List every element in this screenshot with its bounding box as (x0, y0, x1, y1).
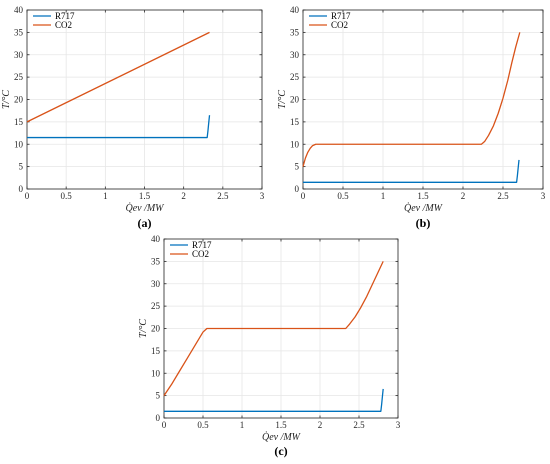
y-tick-label: 0 (295, 184, 300, 194)
x-tick-label: 2 (181, 191, 186, 201)
y-tick-label: 25 (290, 72, 300, 82)
x-tick-label: 1 (381, 191, 386, 201)
series-line-co2 (302, 32, 521, 167)
legend-label: CO2 (192, 249, 209, 259)
y-tick-label: 35 (14, 27, 24, 37)
x-tick-label: 3 (541, 191, 546, 201)
x-tick-label: 1 (103, 191, 108, 201)
x-tick-label: 0 (25, 191, 30, 201)
y-tick-label: 15 (14, 117, 24, 127)
y-tick-label: 10 (151, 368, 161, 378)
x-tick-label: 1 (240, 420, 245, 430)
panel-label: (c) (274, 444, 287, 458)
y-tick-label: 15 (151, 346, 161, 356)
y-tick-label: 20 (290, 95, 300, 105)
series-line-r717 (27, 115, 211, 139)
axes-box (302, 9, 544, 190)
y-tick-label: 25 (14, 72, 24, 82)
x-tick-label: 3 (396, 420, 401, 430)
x-tick-label: 1.5 (275, 420, 287, 430)
y-tick-label: 30 (14, 50, 24, 60)
x-axis-label: Q̇ev /MW (262, 431, 302, 443)
y-tick-label: 40 (151, 234, 161, 244)
y-tick-label: 25 (151, 301, 161, 311)
y-axis-label: T/°C (138, 319, 149, 338)
legend-label: R717 (192, 240, 212, 250)
y-tick-label: 5 (156, 391, 161, 401)
x-tick-label: 1.5 (139, 191, 151, 201)
legend-label: R717 (331, 11, 351, 21)
legend-label: R717 (55, 11, 75, 21)
series-line-co2 (163, 261, 384, 396)
x-tick-label: 0 (162, 420, 167, 430)
x-tick-label: 3 (260, 191, 265, 201)
x-tick-label: 2 (461, 191, 466, 201)
y-tick-label: 5 (295, 162, 300, 172)
x-axis-label: Q̇ev /MW (404, 202, 444, 214)
y-tick-label: 20 (14, 95, 24, 105)
legend-label: CO2 (331, 20, 348, 30)
series-line-r717 (303, 159, 520, 183)
x-tick-label: 0.5 (61, 191, 73, 201)
y-tick-label: 30 (151, 279, 161, 289)
y-tick-label: 40 (14, 5, 24, 15)
y-axis-label: T/°C (1, 90, 12, 109)
y-tick-label: 20 (151, 324, 161, 334)
x-tick-label: 0 (301, 191, 306, 201)
y-tick-label: 35 (151, 256, 161, 266)
y-tick-label: 10 (290, 139, 300, 149)
legend-label: CO2 (55, 20, 72, 30)
x-tick-label: 0.5 (337, 191, 349, 201)
series-line-co2 (26, 31, 210, 123)
x-tick-label: 0.5 (197, 420, 209, 430)
x-tick-label: 2.5 (353, 420, 365, 430)
x-tick-label: 2 (318, 420, 323, 430)
series-line-r717 (164, 388, 384, 412)
y-tick-label: 40 (290, 5, 300, 15)
chart-panel-1: 0 0.5 1 1.5 2 2.5 30510152025303540R717CO2Q̇ev… (1, 5, 265, 230)
axes-box (163, 238, 399, 419)
y-axis-label: T/°C (277, 90, 288, 109)
panel-label: (b) (416, 216, 431, 230)
x-axis-label: Q̇ev /MW (125, 202, 165, 214)
y-tick-label: 30 (290, 50, 300, 60)
chart-panel-2: 0 0.5 1 1.5 2 2.5 30510152025303540R717CO2Q̇ev… (277, 5, 546, 230)
y-tick-label: 0 (19, 184, 24, 194)
x-tick-label: 2.5 (217, 191, 229, 201)
x-tick-label: 2.5 (497, 191, 509, 201)
chart-panel-3: 0 0.5 1 1.5 2 2.5 30510152025303540R717CO2Q̇ev… (138, 234, 401, 458)
y-tick-label: 10 (14, 139, 24, 149)
y-tick-label: 35 (290, 27, 300, 37)
y-tick-label: 0 (156, 413, 161, 423)
y-tick-label: 15 (290, 117, 300, 127)
panel-label: (a) (138, 216, 152, 230)
y-tick-label: 5 (19, 162, 24, 172)
x-tick-label: 1.5 (417, 191, 429, 201)
axes-box (26, 9, 263, 190)
